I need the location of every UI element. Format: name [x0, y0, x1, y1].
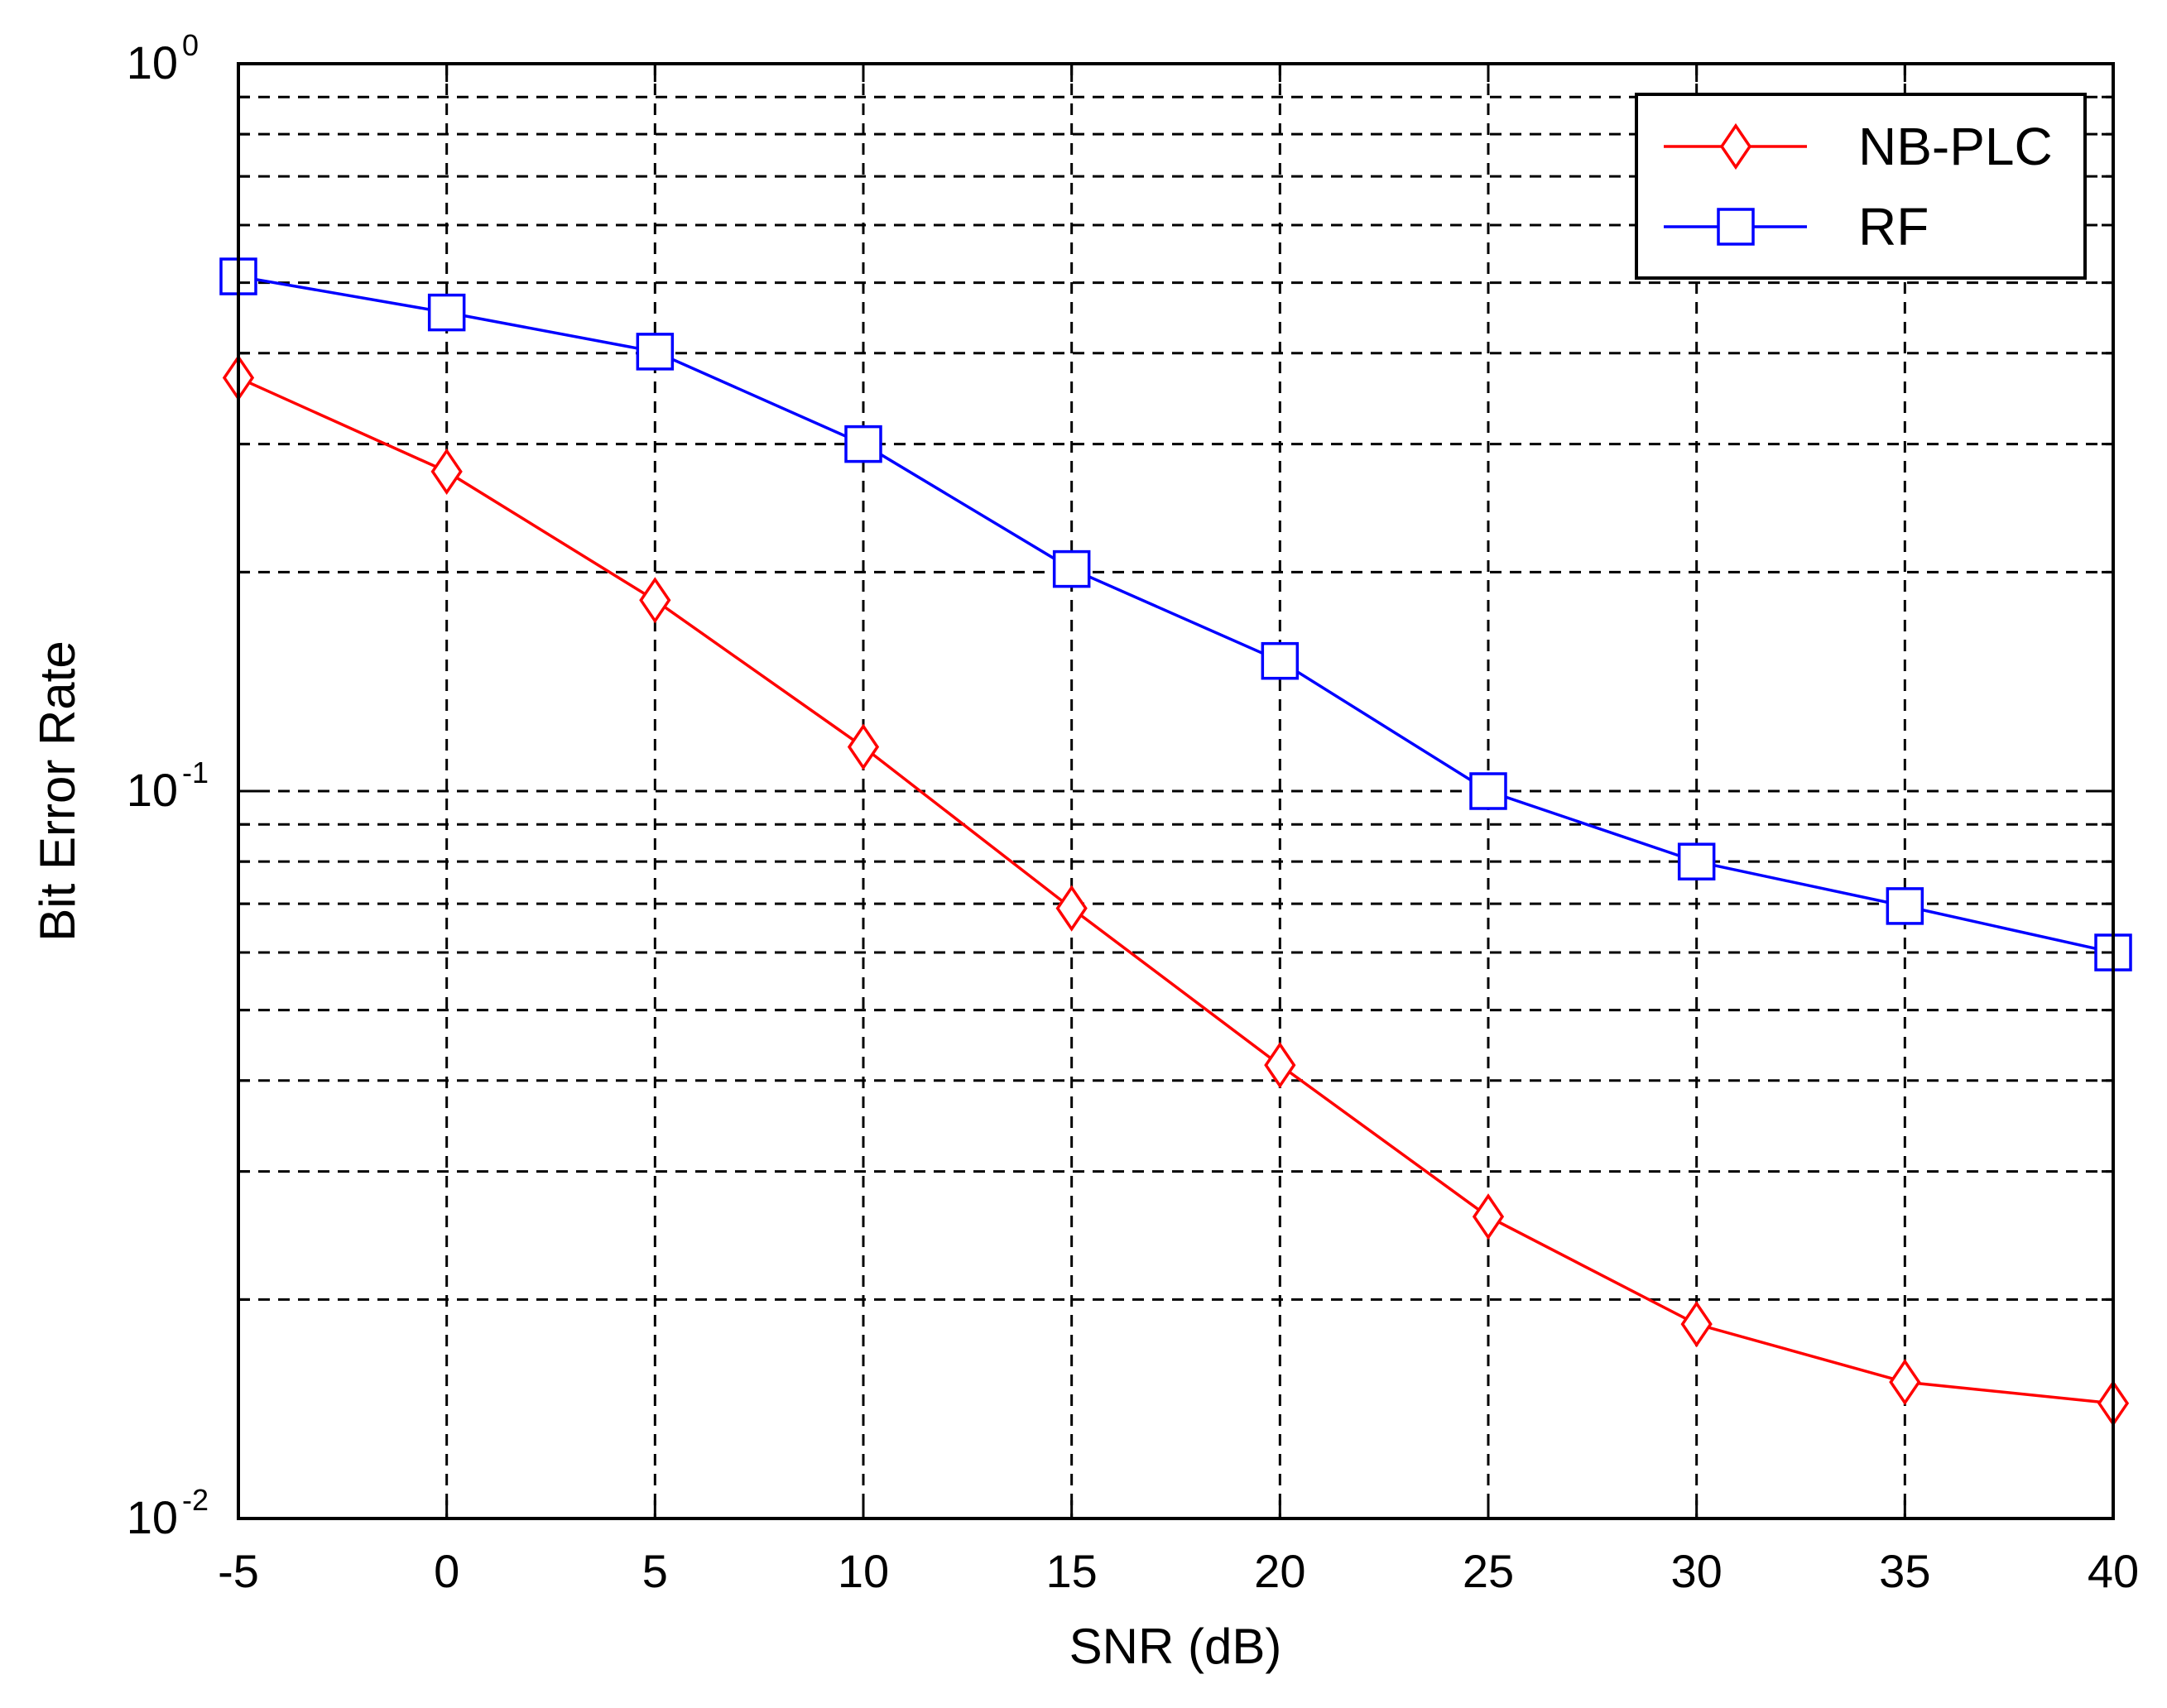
legend-box [1635, 93, 2087, 280]
x-tick-label: 25 [1463, 1545, 1514, 1597]
legend-label: NB-PLC [1858, 117, 2053, 176]
x-tick-label: 5 [642, 1545, 668, 1597]
data-point [1261, 641, 1300, 680]
legend-item: RF [1664, 197, 1929, 257]
x-tick-label: 40 [2088, 1545, 2139, 1597]
data-point [847, 723, 880, 770]
x-tick-labels: -5 0 5 10 15 20 25 30 35 40 [218, 1545, 2139, 1597]
data-point [430, 448, 463, 495]
data-point [636, 333, 675, 371]
legend-item: NB-PLC [1664, 117, 2053, 176]
y-tick-label-exponent: -2 [182, 1483, 209, 1517]
x-tick-label: -5 [218, 1545, 259, 1597]
data-point [427, 293, 466, 332]
data-point [1469, 772, 1507, 810]
data-point [1886, 887, 1924, 925]
data-point [1719, 122, 1752, 170]
data-point [1889, 1359, 1921, 1406]
data-point [1472, 1193, 1505, 1240]
data-point [1055, 885, 1088, 932]
data-point [844, 425, 882, 463]
data-point [1677, 842, 1716, 880]
series-rf [219, 257, 2132, 972]
series-line [238, 275, 2114, 954]
data-point [639, 577, 671, 624]
y-tick-label: 10 [127, 36, 178, 89]
x-tick-label: 0 [434, 1545, 459, 1597]
data-point [1680, 1301, 1713, 1348]
data-point [1717, 208, 1755, 246]
x-tick-label: 10 [838, 1545, 889, 1597]
legend-label: RF [1858, 197, 1929, 257]
y-tick-label-exponent: -1 [182, 756, 209, 789]
y-tick-label-exponent: 0 [182, 28, 199, 62]
x-tick-label: 20 [1254, 1545, 1305, 1597]
ticks [237, 64, 2115, 1518]
series-line [238, 376, 2114, 1405]
x-tick-label: 30 [1671, 1545, 1723, 1597]
x-tick-label: 15 [1046, 1545, 1098, 1597]
x-axis-label: SNR (dB) [1069, 1619, 1282, 1674]
legend: NB-PLC RF [1635, 93, 2087, 280]
y-axis-label: Bit Error Rate [30, 640, 85, 941]
data-point [1264, 1042, 1296, 1089]
y-tick-label: 10 [127, 764, 178, 816]
x-tick-label: 35 [1879, 1545, 1930, 1597]
grid [238, 64, 2113, 1518]
data-point [1052, 549, 1091, 588]
y-tick-label: 10 [127, 1491, 178, 1543]
